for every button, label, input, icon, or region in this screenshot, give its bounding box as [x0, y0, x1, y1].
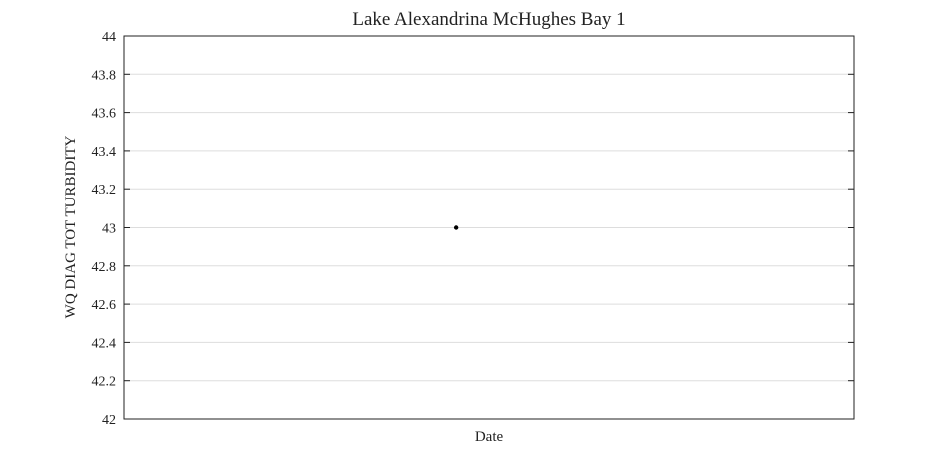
y-tick-label: 42	[102, 413, 116, 428]
plot-frame	[123, 35, 855, 420]
y-tick-label: 42.6	[92, 298, 117, 313]
y-tick-label: 43.4	[92, 145, 117, 160]
y-tick-label: 42.8	[92, 260, 117, 275]
y-tick-label: 42.4	[92, 336, 117, 351]
grid-lines	[124, 73, 854, 382]
y-tick-label: 44	[102, 30, 116, 45]
y-tick-label: 43.2	[92, 183, 117, 198]
y-tick-label: 43.6	[92, 107, 117, 122]
chart-title: Lake Alexandrina McHughes Bay 1	[352, 9, 625, 30]
y-axis-ticks: 42 42.2 42.4 42.6 42.8 43 43.2 43.4 43.6 43.8 44	[92, 30, 854, 428]
x-axis-label: Date	[475, 429, 504, 445]
y-tick-label: 43	[102, 222, 116, 237]
y-tick-label: 43.8	[92, 68, 117, 83]
y-axis-label: WQ DIAG TOT TURBIDITY	[63, 136, 79, 319]
data-point	[453, 225, 459, 230]
data-points	[453, 225, 459, 230]
y-tick-label: 42.2	[92, 375, 117, 390]
